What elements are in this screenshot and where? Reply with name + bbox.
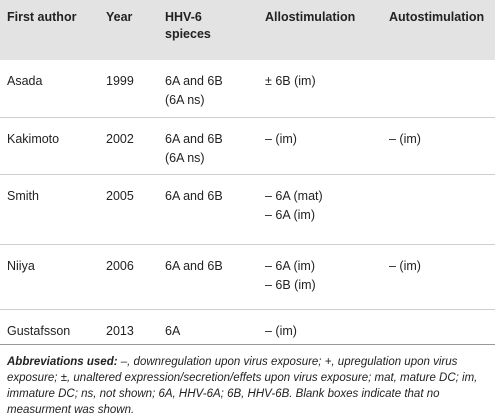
table-cell: Niiya xyxy=(0,244,99,310)
table-cell: 2005 xyxy=(99,174,158,245)
cell-line: 6A xyxy=(165,324,181,338)
cell-line: 2013 xyxy=(106,324,134,338)
cell-line: – 6A (im) xyxy=(265,259,316,273)
table-cell: 2002 xyxy=(99,117,158,175)
cell-line: ± 6B (im) xyxy=(265,74,316,88)
table-cell xyxy=(382,60,495,118)
cell-line: spieces xyxy=(165,27,211,41)
footnote: Abbreviations used: –, downregulation up… xyxy=(0,345,495,418)
cell-line: HHV-6 xyxy=(165,10,202,24)
footnote-label: Abbreviations used: xyxy=(7,356,118,368)
table-cell: 6A and 6B xyxy=(158,174,258,245)
table-cell: Asada xyxy=(0,60,99,118)
header-row: First author Year HHV-6 spieces Allostimulat… xyxy=(0,0,495,60)
table-row: Asada 1999 6A and 6B (6A ns) ± 6B (im) xyxy=(0,60,495,118)
table-row: Gustafsson 2013 6A – (im) xyxy=(0,309,495,345)
table-cell: 1999 xyxy=(99,60,158,118)
cell-line: 6A and 6B xyxy=(165,189,223,203)
cell-line: – (im) xyxy=(265,324,297,338)
table-cell xyxy=(382,174,495,245)
cell-line: First author xyxy=(7,10,77,24)
table-cell: – 6A (im) – 6B (im) xyxy=(258,244,382,310)
table-cell: – 6A (mat) – 6A (im) xyxy=(258,174,382,245)
header-cell: Autostimulation xyxy=(382,0,495,60)
table-cell: 2013 xyxy=(99,309,158,345)
cell-line: – 6A (im) xyxy=(265,208,316,222)
table-cell: – (im) xyxy=(258,117,382,175)
cell-line: – 6B (im) xyxy=(265,278,316,292)
header-cell: Year xyxy=(99,0,158,60)
table-cell: 6A and 6B xyxy=(158,244,258,310)
cell-line: 6A and 6B xyxy=(165,259,223,273)
cell-line: 2005 xyxy=(106,189,134,203)
header-cell: Allostimulation xyxy=(258,0,382,60)
cell-line: 1999 xyxy=(106,74,134,88)
table-cell: ± 6B (im) xyxy=(258,60,382,118)
cell-line: – (im) xyxy=(389,132,421,146)
header-cell: First author xyxy=(0,0,99,60)
table-row: Smith 2005 6A and 6B – 6A (mat) – 6A (im) xyxy=(0,174,495,245)
table-cell: 2006 xyxy=(99,244,158,310)
cell-line: 6A and 6B xyxy=(165,74,223,88)
table-row: Kakimoto 2002 6A and 6B (6A ns) – (im) – (im) xyxy=(0,117,495,175)
table-row: Niiya 2006 6A and 6B – 6A (im) – 6B (im) – (i… xyxy=(0,244,495,310)
table-cell: 6A and 6B (6A ns) xyxy=(158,60,258,118)
cell-line: 6A and 6B xyxy=(165,132,223,146)
table-cell xyxy=(382,309,495,345)
cell-line: Smith xyxy=(7,189,39,203)
table-cell: Kakimoto xyxy=(0,117,99,175)
cell-line: Niiya xyxy=(7,259,35,273)
table-cell: – (im) xyxy=(382,117,495,175)
cell-line: Gustafsson xyxy=(7,324,71,338)
cell-line: Autostimulation xyxy=(389,10,485,24)
cell-line: (6A ns) xyxy=(165,93,205,107)
table-cell: Smith xyxy=(0,174,99,245)
cell-line: (6A ns) xyxy=(165,151,205,165)
cell-line: Kakimoto xyxy=(7,132,60,146)
cell-line: – (im) xyxy=(389,259,421,273)
cell-line: 2006 xyxy=(106,259,134,273)
cell-line: – (im) xyxy=(265,132,297,146)
header-cell: HHV-6 spieces xyxy=(158,0,258,60)
cell-line: Allostimulation xyxy=(265,10,356,24)
table-cell: – (im) xyxy=(382,244,495,310)
footnote-text: –, downregulation upon virus exposure; +… xyxy=(7,356,478,416)
cell-line: Year xyxy=(106,10,133,24)
table-cell: 6A xyxy=(158,309,258,345)
table-cell: 6A and 6B (6A ns) xyxy=(158,117,258,175)
cell-line: Asada xyxy=(7,74,43,88)
table-cell: Gustafsson xyxy=(0,309,99,345)
table: First author Year HHV-6 spieces Allostimulat… xyxy=(0,0,495,345)
table-cell: – (im) xyxy=(258,309,382,345)
cell-line: – 6A (mat) xyxy=(265,189,323,203)
cell-line: 2002 xyxy=(106,132,134,146)
